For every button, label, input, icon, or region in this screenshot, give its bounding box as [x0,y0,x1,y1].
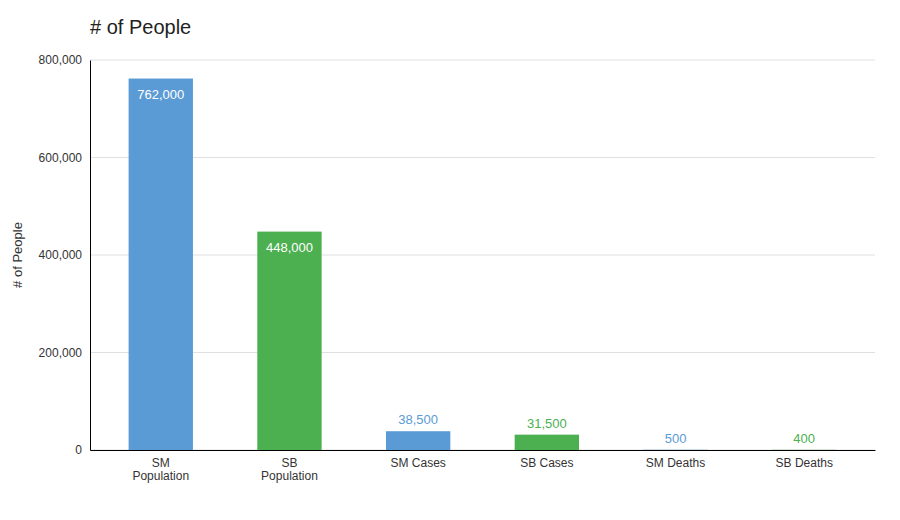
y-tick-label: 400,000 [39,248,83,262]
x-tick: SB Deaths [776,450,833,470]
plot: SMPopulation SBPopulation SM Cases SB Cases… [39,53,876,483]
chart: SMPopulation SBPopulation SM Cases SB Cases… [0,0,900,520]
y-tick: 200,000 [39,346,90,360]
y-tick-label: 800,000 [39,53,83,67]
grid-line [90,60,875,61]
x-tick-label: SM Deaths [646,456,705,470]
x-tick: SBPopulation [261,450,318,483]
y-tick: 600,000 [39,151,90,165]
x-tick-label: SBPopulation [261,456,318,484]
x-tick-label: SMPopulation [132,456,189,484]
y-tick-label: 0 [75,443,82,457]
grid-line [90,352,875,353]
y-tick: 400,000 [39,248,90,262]
bar [772,449,836,450]
grid-line [90,450,875,451]
bar [257,232,321,450]
data-label: 448,000 [266,240,313,255]
y-axis-line [90,61,91,451]
data-labels: 762,000 448,000 38,500 31,500 500 400 [137,87,815,446]
x-tick: SB Cases [520,450,573,470]
bar [129,79,193,450]
data-label: 500 [665,431,687,446]
x-tick: SM Deaths [646,450,705,470]
bar [643,449,707,450]
bar [515,435,579,450]
y-tick: 800,000 [39,53,90,67]
x-tick-label: SM Cases [390,456,445,470]
grid-line [90,255,875,256]
x-axis-line [91,450,876,451]
title: # of People [90,16,191,38]
x-tick: SM Cases [390,450,445,470]
grid-line [90,157,875,158]
x-axis: SMPopulation SBPopulation SM Cases SB Cases… [91,450,876,483]
y-axis: 0 200,000 400,000 600,000 800,000 [39,53,91,457]
y-tick-label: 200,000 [39,346,83,360]
data-label: 31,500 [527,416,567,431]
x-tick-label: SB Deaths [776,456,833,470]
bars [129,79,837,450]
data-label: 38,500 [398,412,438,427]
y-tick-label: 600,000 [39,151,83,165]
grid [90,60,875,450]
y-axis-title: # of People [10,222,25,288]
bar [386,431,450,450]
x-tick: SMPopulation [132,450,189,483]
y-tick: 0 [75,443,90,457]
data-label: 400 [793,431,815,446]
data-label: 762,000 [137,87,184,102]
x-tick-label: SB Cases [520,456,573,470]
